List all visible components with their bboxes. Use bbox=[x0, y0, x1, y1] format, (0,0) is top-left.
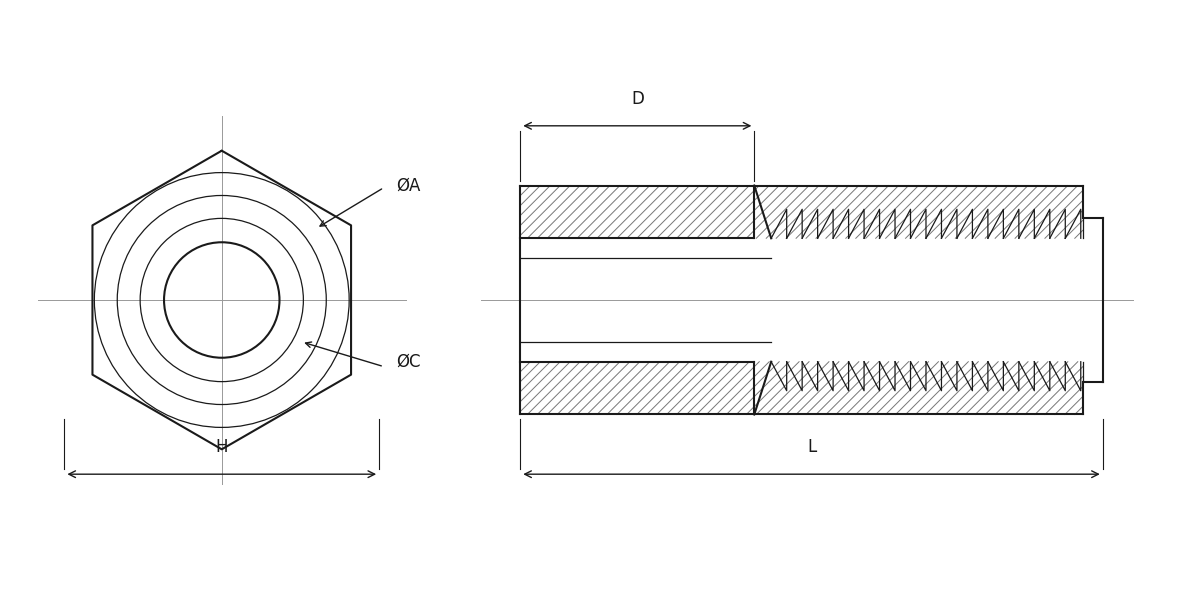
Text: H: H bbox=[216, 438, 228, 456]
Text: ØC: ØC bbox=[396, 353, 420, 371]
Text: ØA: ØA bbox=[396, 176, 420, 194]
Text: L: L bbox=[806, 438, 816, 456]
Text: D: D bbox=[631, 90, 643, 108]
